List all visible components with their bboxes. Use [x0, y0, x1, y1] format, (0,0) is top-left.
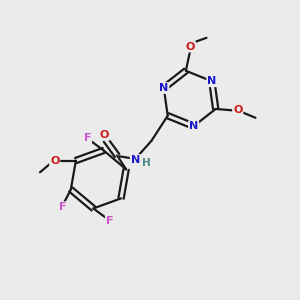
Text: N: N: [159, 83, 168, 93]
Text: O: O: [100, 130, 109, 140]
Text: H: H: [142, 158, 151, 168]
Text: F: F: [84, 133, 91, 143]
Text: F: F: [106, 216, 113, 226]
Text: N: N: [189, 121, 198, 131]
Text: O: O: [50, 155, 59, 166]
Text: F: F: [59, 202, 66, 212]
Text: N: N: [131, 155, 140, 165]
Text: O: O: [186, 42, 195, 52]
Text: N: N: [207, 76, 216, 86]
Text: O: O: [233, 105, 242, 116]
